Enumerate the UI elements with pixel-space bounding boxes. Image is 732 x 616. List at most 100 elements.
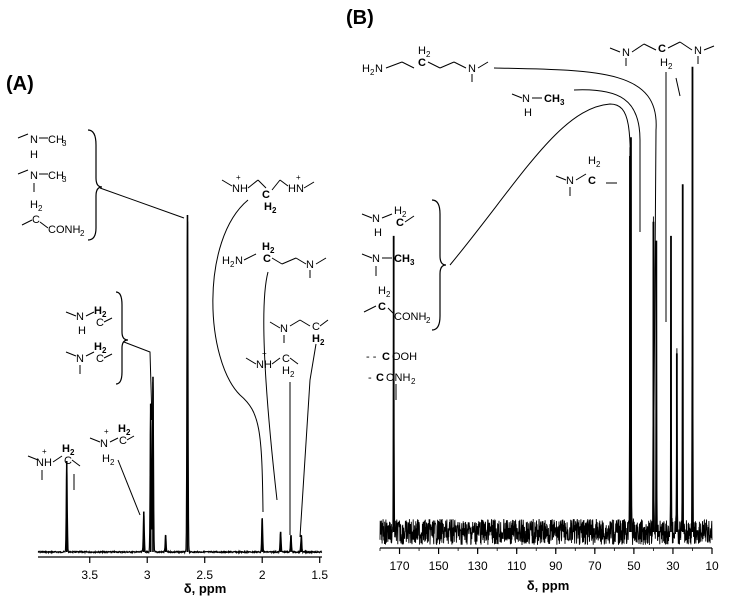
svg-text:C: C xyxy=(96,317,104,329)
svg-text:NH: NH xyxy=(36,457,52,469)
leader-line xyxy=(573,89,641,232)
svg-text:CH: CH xyxy=(394,253,410,265)
svg-text:CH: CH xyxy=(48,170,64,182)
svg-text:N: N xyxy=(100,438,108,450)
x-tick-label: 3.5 xyxy=(81,568,98,582)
structure-diamine-bridge: N C H 2 N xyxy=(609,41,715,71)
svg-text:C: C xyxy=(312,321,320,333)
svg-text:3: 3 xyxy=(560,98,565,107)
x-tick-label: 1.5 xyxy=(311,568,328,582)
svg-text:C: C xyxy=(263,253,271,265)
svg-text:H: H xyxy=(588,155,596,167)
svg-text:2: 2 xyxy=(320,338,325,347)
x-tick-label: 30 xyxy=(666,559,680,573)
structure-protonated-diamine: + NH C H 2 + HN xyxy=(221,173,315,215)
structure-carboxyl-b: - - C OOH - C ONH 2 xyxy=(366,351,417,386)
svg-text:HN: HN xyxy=(288,183,304,195)
svg-text:N: N xyxy=(30,170,38,182)
svg-text:CH: CH xyxy=(48,134,64,146)
svg-text:2: 2 xyxy=(426,316,431,325)
x-tick-label: 2.5 xyxy=(196,568,213,582)
structure-alpha-ch2-group: N H H 2 C N H 2 C xyxy=(65,291,129,385)
x-tick-label: 70 xyxy=(588,559,602,573)
svg-text:CONH: CONH xyxy=(394,311,426,323)
svg-text:NH: NH xyxy=(232,183,248,195)
svg-text:C: C xyxy=(588,175,596,187)
x-tick-label: 2 xyxy=(259,568,266,582)
svg-text:H: H xyxy=(524,107,532,119)
svg-text:N: N xyxy=(235,255,243,267)
svg-text:H: H xyxy=(102,453,110,465)
svg-text:CH: CH xyxy=(544,93,560,105)
svg-text:2: 2 xyxy=(411,377,416,386)
svg-text:C: C xyxy=(282,353,290,365)
peak-marks-a xyxy=(65,215,303,552)
svg-text:N: N xyxy=(76,353,84,365)
svg-text:N: N xyxy=(694,45,702,57)
svg-text:+: + xyxy=(236,173,241,182)
svg-text:N: N xyxy=(306,259,314,271)
leader-lines-a xyxy=(73,187,317,538)
structure-n-ch2-b: N H 2 C xyxy=(555,155,601,196)
svg-text:2: 2 xyxy=(126,428,131,437)
svg-text:H: H xyxy=(378,285,386,297)
svg-text:C: C xyxy=(376,372,384,384)
leader-lines-b xyxy=(395,67,681,411)
svg-text:ONH: ONH xyxy=(386,372,411,384)
structure-nh-plus-ch2-lower: + NH C H 2 xyxy=(245,349,299,379)
structure-n-ch2-ch2: N C H 2 xyxy=(269,319,329,347)
svg-text:H: H xyxy=(30,199,38,211)
svg-text:C: C xyxy=(96,353,104,365)
panel-label-a: (A) xyxy=(6,73,34,95)
structure-methylamine-b: N CH 3 H xyxy=(511,93,565,119)
svg-text:C: C xyxy=(658,43,666,55)
x-tick-label: 130 xyxy=(468,559,488,573)
svg-text:N: N xyxy=(375,63,383,75)
svg-text:2: 2 xyxy=(102,310,107,319)
leader-line xyxy=(99,187,185,219)
svg-text:H: H xyxy=(264,201,272,213)
svg-text:2: 2 xyxy=(386,290,391,299)
svg-text:H: H xyxy=(94,341,102,353)
svg-text:2: 2 xyxy=(102,346,107,355)
svg-text:NH: NH xyxy=(256,359,272,371)
svg-text:3: 3 xyxy=(410,258,415,267)
svg-text:H: H xyxy=(118,423,126,435)
leader-line xyxy=(123,341,153,421)
svg-text:N: N xyxy=(372,213,380,225)
svg-text:2: 2 xyxy=(270,246,275,255)
x-axis-label-b: δ, ppm xyxy=(527,578,570,593)
svg-text:H: H xyxy=(394,205,402,217)
svg-text:H: H xyxy=(78,325,86,337)
svg-text:H: H xyxy=(362,63,370,75)
spectrum-line-a xyxy=(37,221,323,555)
svg-text:C: C xyxy=(64,455,72,467)
svg-text:-: - xyxy=(368,372,372,384)
x-tick-label: 10 xyxy=(705,559,719,573)
structure-nh-plus-ch2: + NH H 2 C xyxy=(27,443,81,480)
svg-text:H: H xyxy=(312,333,320,345)
panel-b: (B) 170 150 130 110 90 70 50 30 10 δ, ppm H 2 N … xyxy=(346,7,719,593)
x-tick-label: 110 xyxy=(507,559,526,573)
x-tick-label: 3 xyxy=(144,568,151,582)
structure-methylamine-group: N CH 3 H N CH 3 H 2 C CONH 2 xyxy=(17,129,103,241)
svg-text:N: N xyxy=(522,93,530,105)
svg-text:+: + xyxy=(42,447,47,456)
structure-aminopropyl: H 2 N H 2 C N xyxy=(222,241,327,278)
x-tick-label: 50 xyxy=(627,559,641,573)
svg-text:N: N xyxy=(566,175,574,187)
peak-marks-b xyxy=(392,66,694,532)
svg-text:N: N xyxy=(468,63,476,75)
svg-text:2: 2 xyxy=(70,448,75,457)
svg-text:C: C xyxy=(32,214,40,226)
svg-text:3: 3 xyxy=(62,139,67,148)
svg-text:2: 2 xyxy=(668,62,673,71)
svg-text:+: + xyxy=(296,173,301,182)
svg-text:2: 2 xyxy=(272,206,277,215)
svg-text:2: 2 xyxy=(110,458,115,467)
svg-text:N: N xyxy=(280,323,288,335)
svg-text:C: C xyxy=(378,301,386,313)
leader-line xyxy=(212,199,264,513)
x-tick-label: 150 xyxy=(429,559,449,573)
svg-text:+: + xyxy=(104,427,109,436)
